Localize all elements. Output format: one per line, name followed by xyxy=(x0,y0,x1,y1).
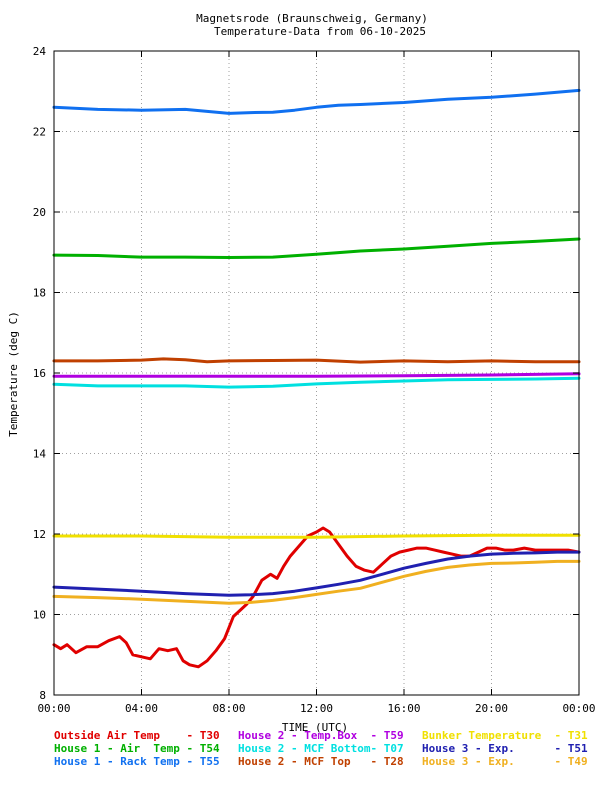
series-line xyxy=(52,559,581,605)
legend-entry: House 3 - Exp. - T49 xyxy=(422,755,588,768)
series-line xyxy=(52,550,581,597)
y-tick-label: 14 xyxy=(33,448,47,461)
y-tick-label: 18 xyxy=(33,287,46,300)
x-tick-label: 08:00 xyxy=(212,702,245,715)
legend-entry: House 2 - MCF Bottom- T07 xyxy=(238,742,404,755)
x-tick-label: 12:00 xyxy=(300,702,333,715)
legend-entry: House 2 - Temp.Box - T59 xyxy=(238,729,404,742)
legend-entry: Outside Air Temp - T30 xyxy=(54,729,220,742)
y-tick-label: 24 xyxy=(33,45,47,58)
series-line xyxy=(52,372,581,378)
y-tick-label: 20 xyxy=(33,206,46,219)
series-line xyxy=(52,237,581,259)
series-line xyxy=(52,357,581,364)
legend-entry: House 1 - Rack Temp - T55 xyxy=(54,755,220,768)
y-tick-label: 22 xyxy=(33,126,46,139)
series-line xyxy=(52,526,581,669)
legend-entry: House 1 - Air Temp - T54 xyxy=(54,742,220,755)
y-tick-label: 8 xyxy=(39,689,46,702)
y-axis-label: Temperature (deg C) xyxy=(7,311,20,437)
legend: Outside Air Temp - T30 House 2 - Temp.Box… xyxy=(54,729,588,768)
x-tick-label: 04:00 xyxy=(125,702,158,715)
x-axis-label: TIME (UTC) xyxy=(282,721,348,734)
chart-subtitle: Temperature-Data from 06-10-2025 xyxy=(214,25,426,38)
x-tick-label: 00:00 xyxy=(562,702,595,715)
axis-ticks: 8 10 12 14 16 18 20 22 24 00:00 04:00 08:00 12:00 16:… xyxy=(33,45,596,715)
legend-entry: House 2 - MCF Top - T28 xyxy=(238,755,404,768)
y-tick-label: 10 xyxy=(33,609,46,622)
y-tick-label: 16 xyxy=(33,367,46,380)
legend-entry: House 3 - Exp. - T51 xyxy=(422,742,588,755)
x-tick-label: 16:00 xyxy=(387,702,420,715)
legend-entry: Bunker Temperature - T31 xyxy=(422,729,588,742)
chart-title: Magnetsrode (Braunschweig, Germany) xyxy=(196,12,428,25)
series-line xyxy=(52,376,581,389)
x-tick-label: 20:00 xyxy=(475,702,508,715)
series-lines xyxy=(52,88,581,669)
series-line xyxy=(52,88,581,115)
x-tick-label: 00:00 xyxy=(37,702,70,715)
y-tick-label: 12 xyxy=(33,528,46,541)
series-line xyxy=(52,533,581,539)
